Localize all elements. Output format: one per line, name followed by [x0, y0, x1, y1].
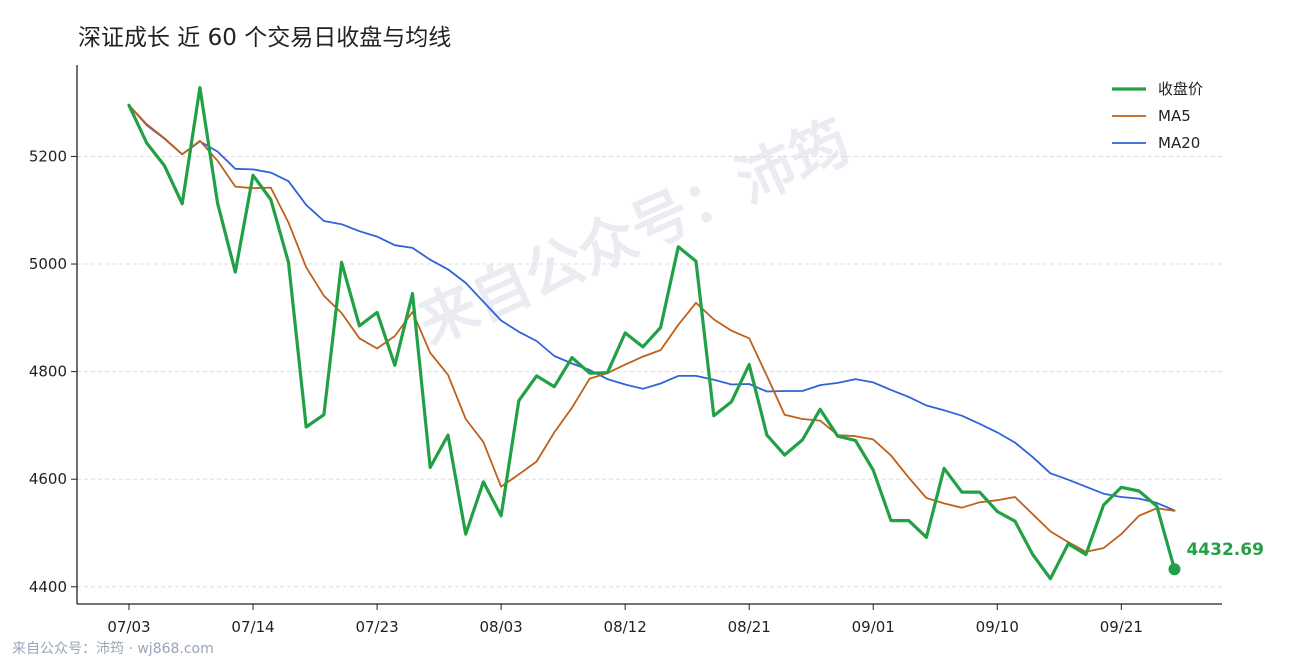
- series-ma20-line: [128, 104, 1176, 512]
- legend-label: MA5: [1158, 107, 1191, 125]
- x-tick-label: 07/14: [231, 618, 274, 636]
- footer-credit: 来自公众号：沛筠 · wj868.com: [12, 641, 214, 657]
- y-tick-label: 4400: [29, 578, 67, 596]
- last-close-label: 4432.69: [1186, 540, 1263, 560]
- x-tick-label: 09/21: [1100, 618, 1143, 636]
- series-ma5-line: [128, 104, 1176, 553]
- legend: 收盘价 MA5 MA20: [1112, 80, 1203, 152]
- legend-label: MA20: [1158, 134, 1200, 152]
- x-tick-label: 08/21: [728, 618, 771, 636]
- x-tick-label: 09/10: [976, 618, 1019, 636]
- series-close-line: [127, 85, 1177, 581]
- y-tick-label: 5000: [29, 255, 67, 273]
- y-tick-label: 4600: [29, 470, 67, 488]
- grid-lines: [77, 155, 1222, 588]
- watermark: 来自公众号：沛筠: [408, 107, 860, 358]
- x-tick-label: 09/01: [852, 618, 895, 636]
- x-tick-label: 07/23: [355, 618, 398, 636]
- legend-label: 收盘价: [1158, 80, 1203, 98]
- series-lines: 4432.69: [127, 85, 1264, 581]
- y-tick-label: 5200: [29, 147, 67, 165]
- x-tick-label: 08/03: [480, 618, 523, 636]
- last-close-point: [1168, 563, 1181, 576]
- x-tick-label: 07/03: [107, 618, 150, 636]
- axes: 4400 4600 4800 5000 5200 07/03 07/14 07/23 08/03…: [29, 65, 1222, 636]
- y-tick-label: 4800: [29, 363, 67, 381]
- x-tick-label: 08/12: [604, 618, 647, 636]
- chart-title: 深证成长 近 60 个交易日收盘与均线: [78, 25, 452, 51]
